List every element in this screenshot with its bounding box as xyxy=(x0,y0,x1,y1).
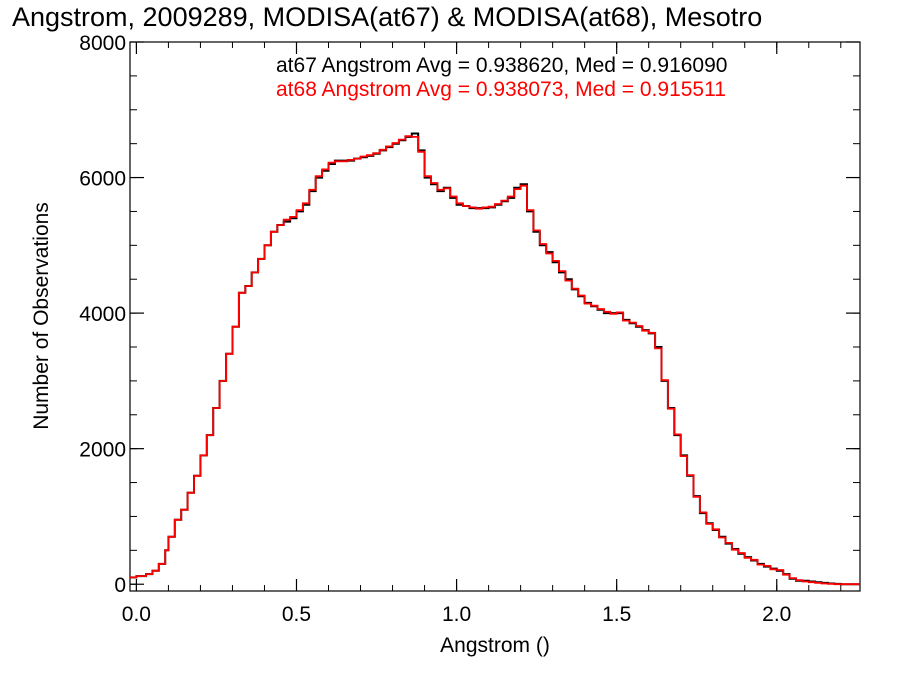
y-tick-label: 0 xyxy=(114,574,126,597)
series-at67-line xyxy=(130,132,860,586)
x-tick-label: 0.0 xyxy=(122,603,151,626)
annotation-at67: at67 Angstrom Avg = 0.938620, Med = 0.91… xyxy=(276,54,727,77)
plot-frame xyxy=(129,41,861,592)
annotation-at68: at68 Angstrom Avg = 0.938073, Med = 0.91… xyxy=(276,78,726,101)
y-axis-label: Number of Observations xyxy=(30,202,53,430)
y-tick-label: 2000 xyxy=(79,439,126,462)
x-tick-label: 0.5 xyxy=(282,603,311,626)
x-tick-label: 2.0 xyxy=(762,603,791,626)
axis-ticks: 0.0 0.5 1.0 1.5 2.0 0 2000 4000 6000 8000 xyxy=(79,32,860,626)
y-tick-label: 6000 xyxy=(79,168,126,191)
x-tick-label: 1.5 xyxy=(602,603,631,626)
x-tick-label: 1.0 xyxy=(442,603,471,626)
series-layer xyxy=(130,132,860,586)
x-axis-label: Angstrom () xyxy=(440,634,550,657)
y-tick-label: 8000 xyxy=(79,32,126,55)
chart-title: Angstrom, 2009289, MODISA(at67) & MODISA… xyxy=(12,2,763,32)
y-tick-label: 4000 xyxy=(79,303,126,326)
series-at68-line xyxy=(130,135,860,586)
